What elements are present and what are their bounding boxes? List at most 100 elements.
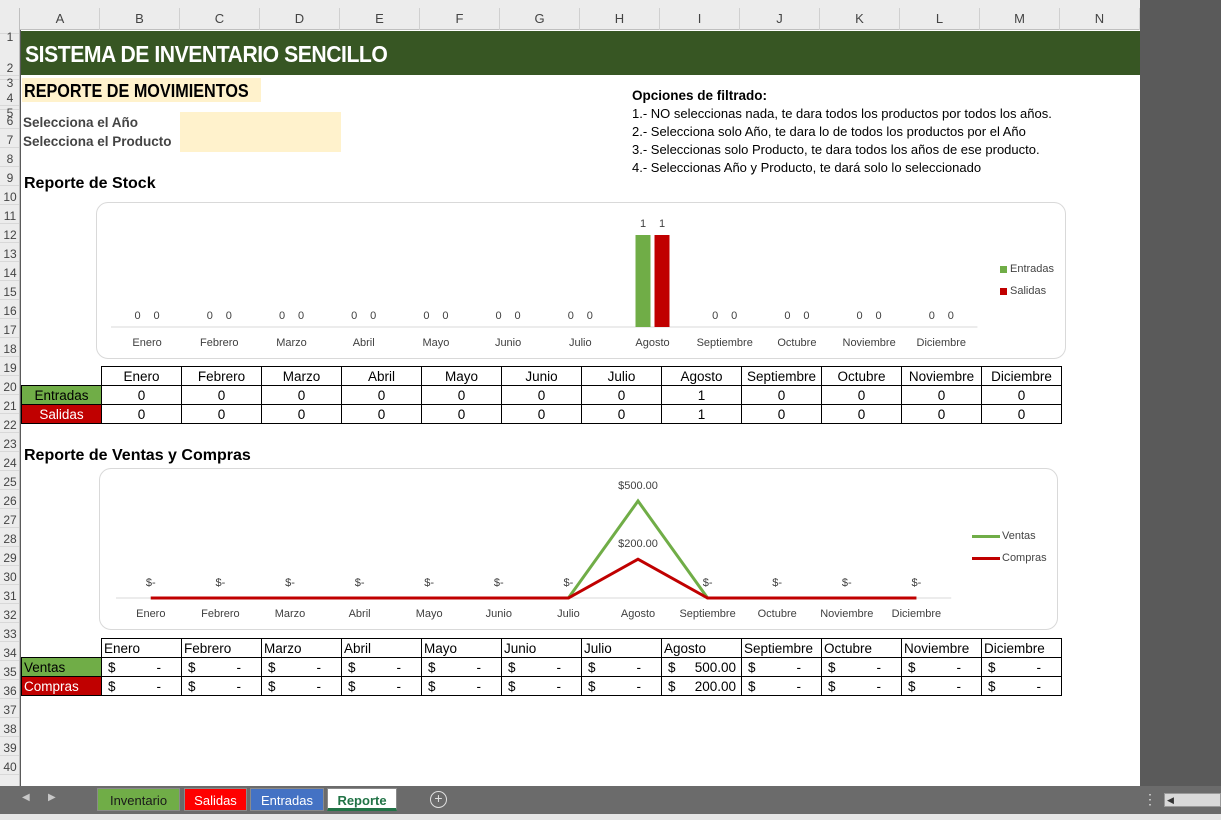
plus-circle-icon[interactable]: + [430,791,447,808]
table-cell[interactable]: 0 [101,404,182,424]
table-cell[interactable]: 0 [741,404,822,424]
table-cell[interactable]: Septiembre [741,638,822,658]
row-header-26[interactable]: 26 [0,490,19,509]
table-cell[interactable]: Julio [581,366,662,386]
table-cell[interactable]: 0 [981,385,1062,405]
row-header-12[interactable]: 12 [0,224,19,243]
select-all-corner[interactable] [0,8,20,30]
table-cell[interactable]: 1 [661,385,742,405]
bar-entradas-agosto[interactable] [635,235,651,327]
table-cell[interactable]: 0 [901,404,982,424]
vertical-dots-icon[interactable]: ⋮ [1143,791,1157,807]
scroll-left-icon[interactable]: ◀ [1167,795,1174,805]
row-header-32[interactable]: 32 [0,604,19,623]
currency-cell[interactable]: $ - [901,676,982,696]
row-header-16[interactable]: 16 [0,300,19,319]
row-header-37[interactable]: 37 [0,699,19,718]
row-header-18[interactable]: 18 [0,338,19,357]
table-cell[interactable]: 0 [581,385,662,405]
row-header-19[interactable]: 19 [0,357,19,376]
row-header-13[interactable]: 13 [0,243,19,262]
currency-cell[interactable]: $ - [901,657,982,677]
column-header-l[interactable]: L [900,8,980,30]
table-cell[interactable]: Junio [501,638,582,658]
row-header-40[interactable]: 40 [0,756,19,775]
row-header-38[interactable]: 38 [0,718,19,737]
column-header-d[interactable]: D [260,8,340,30]
entradas-label-cell[interactable]: Entradas [21,385,102,405]
horizontal-scrollbar[interactable]: ◀ [1164,793,1221,807]
row-header-27[interactable]: 27 [0,509,19,528]
chevron-left-icon[interactable]: ◀ [22,792,30,803]
table-cell[interactable]: 1 [661,404,742,424]
currency-cell[interactable]: $500.00 [661,657,742,677]
currency-cell[interactable]: $200.00 [661,676,742,696]
tab-inventario[interactable]: Inventario [97,788,180,811]
table-cell[interactable]: Diciembre [981,366,1062,386]
row-header-29[interactable]: 29 [0,547,19,566]
table-cell[interactable]: Agosto [661,366,742,386]
table-cell[interactable]: Mayo [421,638,502,658]
column-header-e[interactable]: E [340,8,420,30]
table-cell[interactable]: 0 [181,404,262,424]
report-title-cell[interactable] [22,78,261,102]
currency-cell[interactable]: $ - [101,676,182,696]
row-header-6[interactable]: 6 [0,110,19,129]
row-header-21[interactable]: 21 [0,395,19,414]
row-header-31[interactable]: 31 [0,585,19,604]
currency-cell[interactable]: $ - [821,676,902,696]
tab-reporte[interactable]: Reporte [327,788,397,811]
table-cell[interactable]: Julio [581,638,662,658]
table-cell[interactable]: 0 [261,404,342,424]
row-header-30[interactable]: 30 [0,566,19,585]
filter-input-cells[interactable] [180,112,341,152]
line-ventas[interactable] [150,498,917,600]
table-cell[interactable]: Mayo [421,366,502,386]
currency-cell[interactable]: $ - [741,657,822,677]
salidas-label-cell[interactable]: Salidas [21,404,102,424]
column-header-n[interactable]: N [1060,8,1140,30]
table-cell[interactable]: 0 [421,404,502,424]
row-header-11[interactable]: 11 [0,205,19,224]
table-cell[interactable]: Enero [101,366,182,386]
currency-cell[interactable]: $ - [341,657,422,677]
row-header-39[interactable]: 39 [0,737,19,756]
row-header-10[interactable]: 10 [0,186,19,205]
table-cell[interactable]: 0 [501,385,582,405]
ventas-label-cell[interactable]: Ventas [21,657,102,677]
table-cell[interactable]: 0 [981,404,1062,424]
table-cell[interactable]: Marzo [261,638,342,658]
column-header-i[interactable]: I [660,8,740,30]
column-header-h[interactable]: H [580,8,660,30]
currency-cell[interactable]: $ - [261,676,342,696]
row-header-8[interactable]: 8 [0,148,19,167]
table-cell[interactable]: 0 [581,404,662,424]
table-cell[interactable]: Abril [341,366,422,386]
table-cell[interactable]: 0 [261,385,342,405]
row-header-35[interactable]: 35 [0,661,19,680]
column-header-g[interactable]: G [500,8,580,30]
currency-cell[interactable]: $ - [981,657,1062,677]
currency-cell[interactable]: $ - [181,657,262,677]
currency-cell[interactable]: $ - [261,657,342,677]
table-cell[interactable]: Agosto [661,638,742,658]
table-cell[interactable]: Diciembre [981,638,1062,658]
table-cell[interactable]: Febrero [181,366,262,386]
row-header-22[interactable]: 22 [0,414,19,433]
worksheet[interactable]: SISTEMA DE INVENTARIO SENCILLO REPORTE D… [21,30,1140,786]
table-cell[interactable]: Abril [341,638,422,658]
currency-cell[interactable]: $ - [341,676,422,696]
line-compras[interactable] [150,557,917,600]
tab-salidas[interactable]: Salidas [184,788,247,811]
table-cell[interactable]: Noviembre [901,366,982,386]
column-header-m[interactable]: M [980,8,1060,30]
currency-cell[interactable]: $ - [581,676,662,696]
row-header-7[interactable]: 7 [0,129,19,148]
table-cell[interactable]: 0 [341,404,422,424]
table-cell[interactable]: Febrero [181,638,262,658]
stock-bar-chart[interactable]: 0 0 Enero 0 0 Febrero 0 0 Marzo 0 0 Abril 0 0 Mayo 0 0 Ju… [96,202,1066,359]
column-header-k[interactable]: K [820,8,900,30]
currency-cell[interactable]: $ - [581,657,662,677]
row-header-15[interactable]: 15 [0,281,19,300]
table-cell[interactable]: Octubre [821,638,902,658]
